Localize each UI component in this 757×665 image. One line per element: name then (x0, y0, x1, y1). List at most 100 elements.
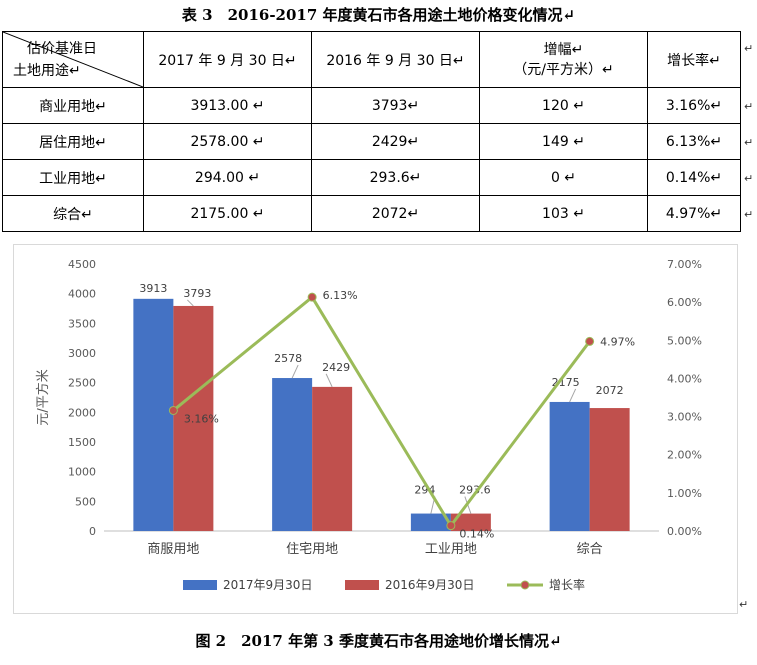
cell-use: 居住用地↵ (2, 123, 144, 160)
chart-end-mark: ↵ (739, 598, 749, 611)
cell-use: 商业用地↵ (2, 87, 144, 124)
table-row: 商业用地↵ 3913.00 ↵ 3793↵ 120 ↵ 3.16%↵ (2, 87, 741, 124)
cell-2016: 3793↵ (311, 87, 480, 124)
y-tick-label: 1000 (68, 466, 96, 479)
row-end-mark: ↵ (744, 208, 754, 221)
cell-rate: 6.13%↵ (647, 123, 741, 160)
y-tick-label: 4500 (68, 258, 96, 271)
header-2017: 2017 年 9 月 30 日↵ (143, 31, 312, 88)
line-data-label: 4.97% (600, 335, 635, 348)
table-title: 表 3 2016-2017 年度黄石市各用途土地价格变化情况↵ (181, 6, 576, 24)
table-header-row: 估价基准日 土地用途↵ 2017 年 9 月 30 日↵ 2016 年 9 月 … (2, 31, 741, 88)
corner-header-cell: 估价基准日 土地用途↵ (2, 31, 144, 88)
leader-line (291, 364, 299, 379)
growth-rate-marker (585, 336, 595, 346)
table-row: 工业用地↵ 294.00 ↵ 293.6↵ 0 ↵ 0.14%↵ (2, 159, 741, 196)
bar-data-label: 2175 (552, 376, 580, 389)
cell-rate: 3.16%↵ (647, 87, 741, 124)
table-row: 综合↵ 2175.00 ↵ 2072↵ 103 ↵ 4.97%↵ (2, 195, 741, 232)
land-price-table: 估价基准日 土地用途↵ 2017 年 9 月 30 日↵ 2016 年 9 月 … (2, 31, 741, 232)
category-label: 综合 (577, 542, 603, 557)
header-diff-unit: （元/平方米）↵ (513, 61, 614, 78)
bar (133, 298, 174, 531)
row-end-mark: ↵ (744, 42, 754, 55)
y2-tick-label: 3.00% (667, 411, 702, 424)
header-rate: 增长率↵ (647, 31, 741, 88)
corner-bottom-label: 土地用途↵ (13, 63, 81, 79)
bar-data-label: 3793 (183, 287, 211, 300)
bar (549, 401, 590, 531)
legend-swatch (183, 580, 217, 590)
bar-data-label: 293.6 (459, 484, 491, 497)
header-diff: 增幅↵ （元/平方米）↵ (479, 31, 648, 88)
cell-rate: 4.97%↵ (647, 195, 741, 232)
y2-tick-label: 0.00% (667, 525, 702, 538)
cell-2017: 294.00 ↵ (143, 159, 312, 196)
y2-tick-label: 4.00% (667, 372, 702, 385)
cell-2017: 3913.00 ↵ (143, 87, 312, 124)
corner-top-label: 估价基准日 (27, 41, 97, 57)
header-2016: 2016 年 9 月 30 日↵ (311, 31, 480, 88)
row-end-mark: ↵ (744, 172, 754, 185)
legend-label: 增长率 (549, 577, 585, 592)
growth-rate-marker (446, 521, 456, 531)
leader-line (325, 373, 333, 388)
bar (272, 378, 313, 531)
leader-line (187, 299, 194, 307)
y-tick-label: 3000 (68, 347, 96, 360)
cell-diff: 120 ↵ (479, 87, 648, 124)
leader-line (569, 388, 577, 403)
y-tick-label: 2500 (68, 377, 96, 390)
bar-data-label: 2429 (322, 361, 350, 374)
category-label: 工业用地 (425, 542, 477, 557)
cell-2017: 2578.00 ↵ (143, 123, 312, 160)
bar (173, 305, 214, 531)
cell-2016: 2429↵ (311, 123, 480, 160)
y-tick-label: 2000 (68, 406, 96, 419)
row-end-mark: ↵ (744, 100, 754, 113)
chart-container: 0 500 1000 1500 2000 2500 3000 3500 4000 4500 0.00… (13, 244, 738, 614)
cell-diff: 0 ↵ (479, 159, 648, 196)
diagonal-divider (3, 32, 143, 87)
y-tick-label: 3500 (68, 317, 96, 330)
legend-label: 2016年9月30日 (385, 578, 474, 592)
bar (450, 513, 491, 531)
header-diff-label: 增幅↵ (543, 41, 584, 58)
cell-2017: 2175.00 ↵ (143, 195, 312, 232)
table-row: 居住用地↵ 2578.00 ↵ 2429↵ 149 ↵ 6.13%↵ (2, 123, 741, 160)
growth-rate-marker (307, 292, 317, 302)
bar-data-label: 3913 (139, 282, 167, 295)
y2-tick-label: 1.00% (667, 487, 702, 500)
cell-use: 综合↵ (2, 195, 144, 232)
y-tick-label: 500 (75, 495, 96, 508)
figure-caption: 图 2 2017 年第 3 季度黄石市各用途地价增长情况↵ (195, 632, 562, 650)
legend-label: 2017年9月30日 (223, 578, 312, 592)
line-data-label: 6.13% (323, 289, 358, 302)
bar (410, 513, 451, 531)
y-tick-label: 4000 (68, 288, 96, 301)
land-price-chart: 0 500 1000 1500 2000 2500 3000 3500 4000 4500 0.00… (35, 258, 702, 592)
cell-rate: 0.14%↵ (647, 159, 741, 196)
cell-use: 工业用地↵ (2, 159, 144, 196)
cell-2016: 293.6↵ (311, 159, 480, 196)
bar (312, 386, 353, 531)
cell-diff: 103 ↵ (479, 195, 648, 232)
y2-tick-label: 6.00% (667, 296, 702, 309)
bar-data-label: 2578 (274, 352, 302, 365)
cell-2016: 2072↵ (311, 195, 480, 232)
growth-rate-marker (168, 405, 178, 415)
y-tick-label: 0 (89, 525, 96, 538)
y2-tick-label: 2.00% (667, 449, 702, 462)
bar (589, 408, 630, 531)
legend-marker (520, 580, 530, 590)
y2-tick-label: 7.00% (667, 258, 702, 271)
row-end-mark: ↵ (744, 136, 754, 149)
growth-rate-line (172, 294, 591, 529)
legend-swatch (345, 580, 379, 590)
category-label: 住宅用地 (286, 542, 338, 557)
cell-diff: 149 ↵ (479, 123, 648, 160)
line-data-label: 3.16% (184, 412, 219, 425)
y2-tick-label: 5.00% (667, 334, 702, 347)
line-data-label: 0.14% (459, 528, 494, 541)
category-label: 商服用地 (147, 542, 199, 557)
